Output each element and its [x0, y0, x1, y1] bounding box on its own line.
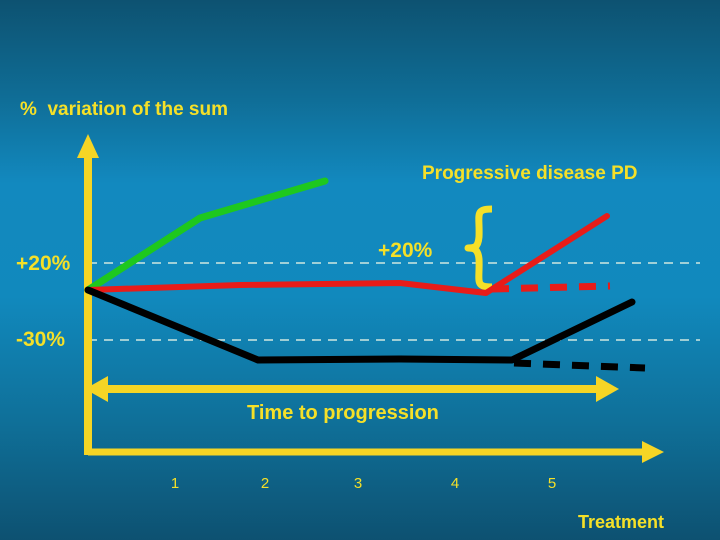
x-axis-title-line1: Treatment	[578, 512, 665, 532]
time-to-progression-arrowhead-right	[596, 376, 619, 402]
time-to-progression-label: Time to progression	[247, 402, 439, 424]
time-to-progression-arrowhead-left	[85, 376, 108, 402]
threshold-label-lower-left: -30%	[16, 328, 66, 351]
x-tick-label-4: 4	[450, 475, 460, 492]
series-line-red	[85, 213, 610, 296]
x-tick-label-1: 1	[170, 475, 180, 492]
x-tick-label-5: 5	[547, 475, 557, 492]
progression-brace	[464, 205, 493, 291]
x-tick-label-2: 2	[260, 475, 270, 492]
x-axis-title: Treatment cycles	[578, 466, 708, 540]
series-line-green	[84, 177, 329, 294]
x-tick-label-3: 3	[353, 475, 363, 492]
annotation-progressive-disease: Progressive disease PD	[422, 163, 638, 184]
y-axis-title: % variation of the sum	[20, 99, 228, 120]
threshold-label-upper-mid: +20%	[378, 239, 433, 262]
y-axis-arrowhead	[77, 134, 99, 158]
series-line-black-dashed	[513, 359, 646, 372]
x-axis-arrowhead	[642, 441, 664, 463]
series-line-black	[84, 286, 636, 364]
threshold-label-upper-left: +20%	[16, 252, 71, 275]
series-line-red-dashed	[491, 282, 611, 293]
